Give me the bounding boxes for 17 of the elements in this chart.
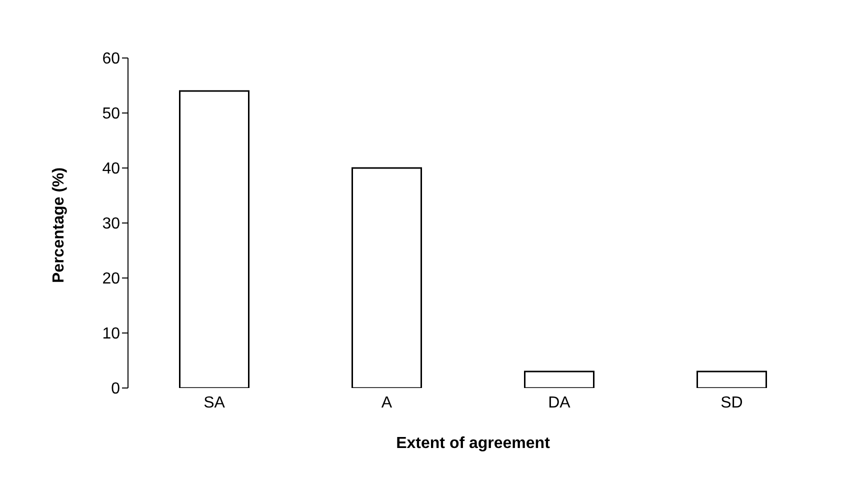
y-tick-label: 20 [102,270,120,288]
y-tick-label: 0 [111,380,120,398]
bar [524,370,594,388]
y-axis-title: Percentage (%) [50,167,68,283]
y-tick-label: 60 [102,50,120,68]
bar [179,90,250,388]
y-tick-label: 30 [102,216,120,233]
x-tick-label: A [381,394,392,412]
x-tick-label: SA [204,394,226,412]
y-tick-label: 50 [102,106,120,123]
x-tick-label: SD [720,394,743,412]
x-axis-title: Extent of agreement [396,435,551,452]
bar [696,370,767,388]
bar [352,167,422,388]
y-tick-label: 40 [102,160,120,178]
y-tick-label: 10 [102,326,120,343]
x-tick-label: DA [548,394,571,412]
